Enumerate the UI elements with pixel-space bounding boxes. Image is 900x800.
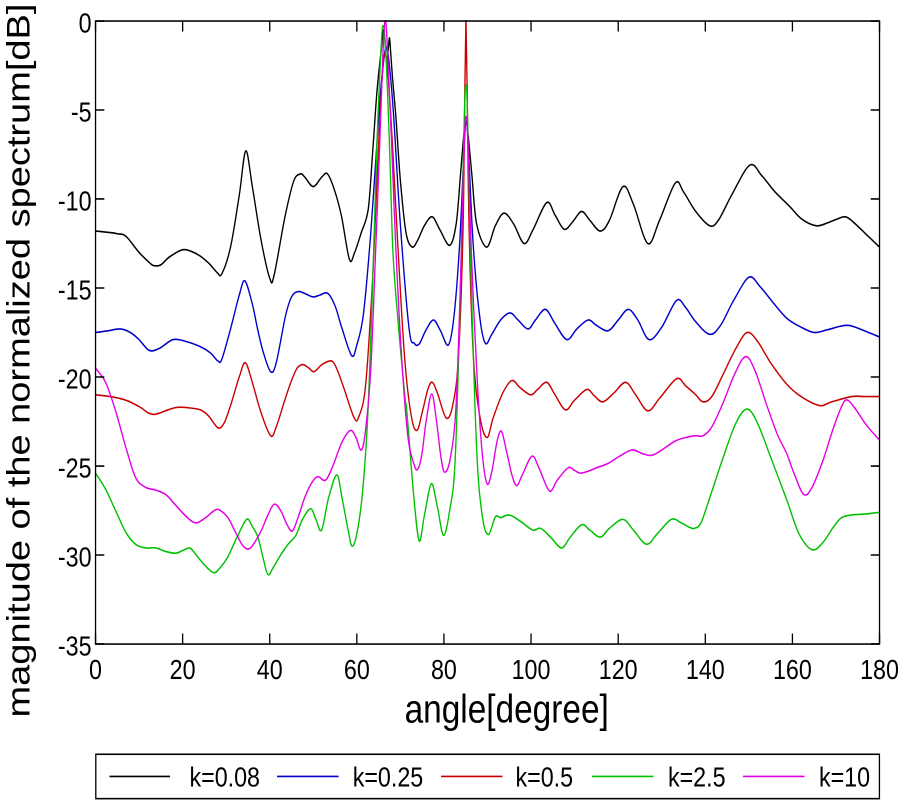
svg-text:120: 120 [599, 655, 638, 685]
svg-text:-30: -30 [58, 543, 92, 573]
svg-text:angle[degree]: angle[degree] [405, 687, 609, 731]
svg-text:k=2.5: k=2.5 [668, 763, 726, 793]
svg-text:-15: -15 [58, 276, 92, 306]
svg-text:-35: -35 [58, 632, 92, 662]
svg-text:k=0.25: k=0.25 [353, 763, 424, 793]
svg-text:80: 80 [431, 655, 457, 685]
svg-text:-5: -5 [71, 98, 92, 128]
svg-text:180: 180 [860, 655, 899, 685]
svg-text:magnitude of the normalized sp: magnitude of the normalized spectrum[dB] [1, 4, 37, 718]
svg-text:k=0.08: k=0.08 [189, 763, 260, 793]
svg-text:0: 0 [89, 655, 102, 685]
svg-text:k=10: k=10 [819, 763, 870, 793]
svg-text:140: 140 [686, 655, 725, 685]
svg-text:0: 0 [79, 9, 92, 39]
svg-text:100: 100 [512, 655, 551, 685]
svg-text:-20: -20 [58, 365, 92, 395]
svg-text:-10: -10 [58, 187, 92, 217]
svg-text:20: 20 [170, 655, 196, 685]
svg-text:k=0.5: k=0.5 [515, 763, 573, 793]
svg-text:60: 60 [344, 655, 370, 685]
svg-text:40: 40 [257, 655, 283, 685]
svg-text:-25: -25 [58, 454, 92, 484]
svg-text:160: 160 [773, 655, 812, 685]
